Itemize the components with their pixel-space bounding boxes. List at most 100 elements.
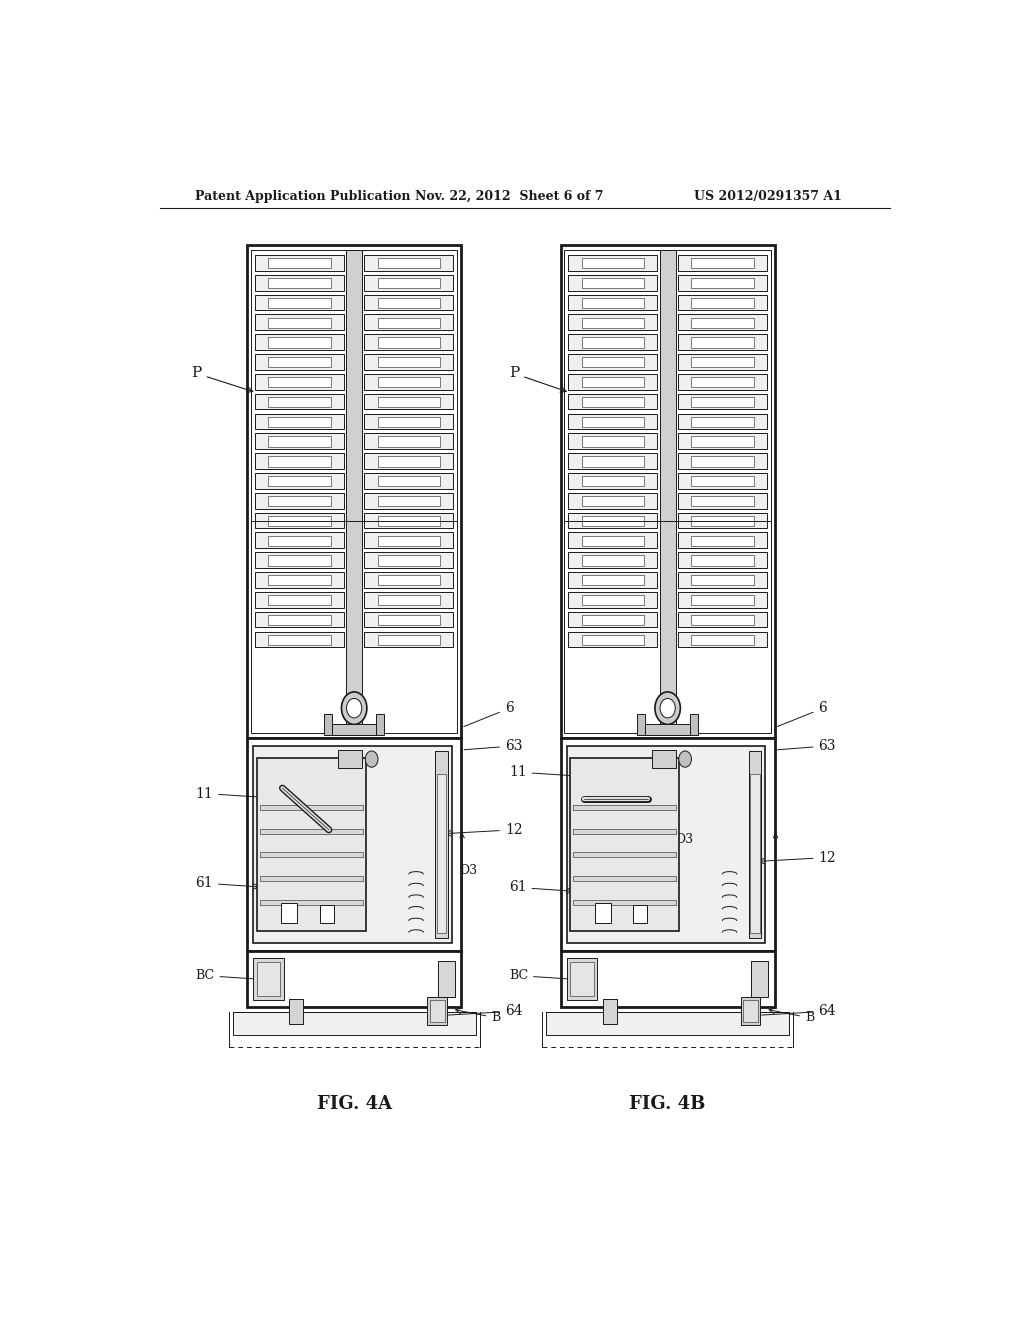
Bar <box>582 318 644 327</box>
Text: Nov. 22, 2012  Sheet 6 of 7: Nov. 22, 2012 Sheet 6 of 7 <box>415 190 603 202</box>
Bar <box>282 903 297 923</box>
Circle shape <box>655 692 680 725</box>
Bar <box>582 358 644 367</box>
Bar <box>582 576 644 586</box>
Text: D3: D3 <box>676 833 693 846</box>
Bar <box>378 496 440 506</box>
Text: 6: 6 <box>777 701 827 726</box>
Bar <box>645 725 690 735</box>
Bar <box>633 904 647 923</box>
Bar <box>338 750 362 768</box>
Bar <box>268 378 331 387</box>
Bar <box>255 532 344 548</box>
Bar <box>691 496 754 506</box>
Bar <box>268 259 331 268</box>
Bar <box>678 275 767 290</box>
Bar <box>268 318 331 327</box>
Bar <box>268 338 331 347</box>
Bar <box>260 876 362 882</box>
Bar <box>247 952 461 1007</box>
Text: 63: 63 <box>464 739 522 752</box>
Bar <box>691 615 754 626</box>
Bar <box>253 746 452 942</box>
Bar <box>691 437 754 446</box>
Bar <box>602 999 616 1024</box>
Bar <box>691 378 754 387</box>
Bar <box>582 437 644 446</box>
Bar <box>365 393 454 409</box>
Bar <box>255 591 344 607</box>
Bar <box>255 314 344 330</box>
Text: 6: 6 <box>464 701 514 726</box>
Bar <box>560 244 775 738</box>
Bar <box>751 961 768 998</box>
Text: B: B <box>769 1008 814 1024</box>
Bar <box>582 496 644 506</box>
Bar <box>268 417 331 426</box>
Bar <box>568 453 657 469</box>
Bar <box>652 750 676 768</box>
Bar <box>255 275 344 290</box>
Bar <box>257 758 366 931</box>
Bar <box>378 378 440 387</box>
Bar <box>595 903 610 923</box>
Bar <box>268 576 331 586</box>
Bar <box>582 556 644 566</box>
Bar <box>365 512 454 528</box>
Bar <box>378 457 440 466</box>
Bar <box>691 259 754 268</box>
Bar <box>573 829 676 834</box>
Bar <box>568 294 657 310</box>
Bar <box>582 378 644 387</box>
Bar <box>678 314 767 330</box>
Bar <box>691 477 754 486</box>
Bar <box>255 413 344 429</box>
Bar <box>378 536 440 546</box>
Bar <box>678 512 767 528</box>
Bar <box>570 962 594 997</box>
Text: 12: 12 <box>445 822 522 837</box>
Text: P: P <box>509 367 566 392</box>
Bar <box>568 631 657 647</box>
Text: 11: 11 <box>509 766 577 779</box>
Bar <box>568 354 657 370</box>
Bar <box>255 572 344 587</box>
Bar <box>378 338 440 347</box>
Bar <box>378 477 440 486</box>
Bar <box>582 417 644 426</box>
Bar <box>268 457 331 466</box>
Text: 11: 11 <box>196 787 263 800</box>
Bar <box>582 536 644 546</box>
Bar <box>365 374 454 389</box>
Bar <box>568 611 657 627</box>
Bar <box>570 758 679 931</box>
Bar <box>582 516 644 525</box>
Bar <box>582 457 644 466</box>
Bar <box>289 999 303 1024</box>
Bar <box>378 576 440 586</box>
Bar <box>568 393 657 409</box>
Bar <box>255 631 344 647</box>
Bar <box>365 354 454 370</box>
Bar <box>365 334 454 350</box>
Bar <box>268 536 331 546</box>
Bar <box>378 279 440 288</box>
Bar <box>260 853 362 858</box>
Bar <box>678 492 767 508</box>
Text: B: B <box>456 1008 501 1024</box>
Bar <box>573 853 676 858</box>
Bar <box>378 516 440 525</box>
Bar <box>582 298 644 308</box>
Bar <box>691 635 754 645</box>
Bar <box>346 249 362 733</box>
Bar <box>378 635 440 645</box>
Bar <box>378 397 440 407</box>
Bar <box>247 244 461 738</box>
Bar <box>743 1001 758 1022</box>
Text: 61: 61 <box>509 880 572 895</box>
Bar <box>678 294 767 310</box>
Bar <box>691 298 754 308</box>
Bar <box>255 492 344 508</box>
Bar <box>678 572 767 587</box>
Bar <box>255 374 344 389</box>
